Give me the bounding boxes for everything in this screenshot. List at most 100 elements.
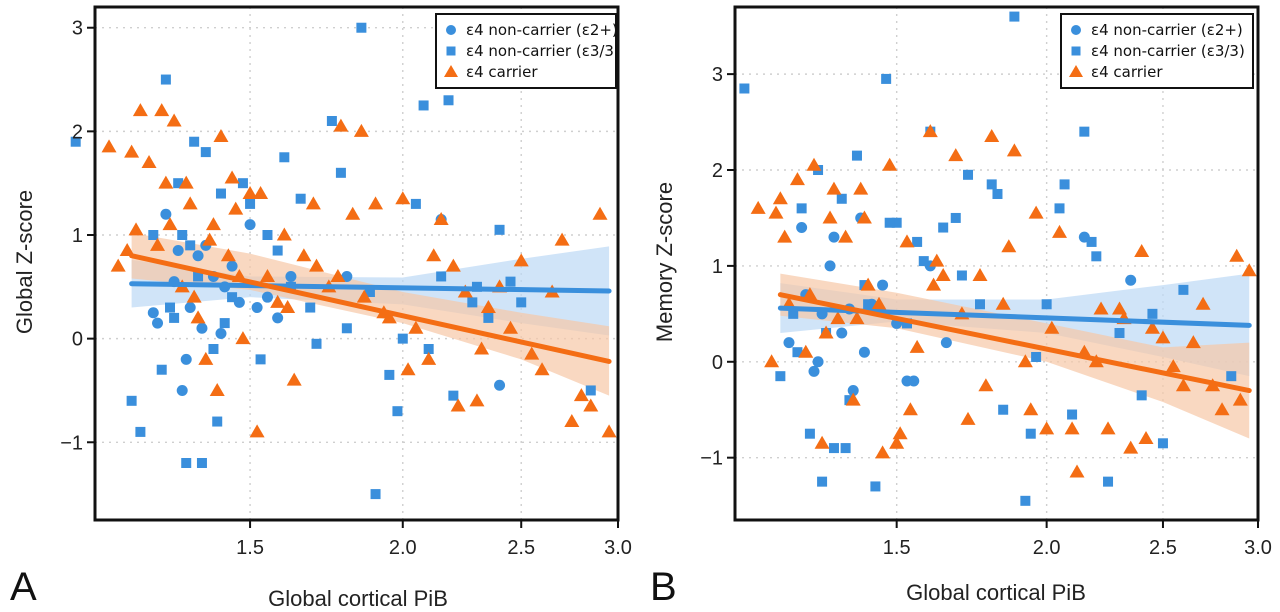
data-point-triangle [1241,263,1257,277]
data-point-square [792,347,803,358]
data-point-triangle [141,154,157,168]
data-point-triangle [935,267,951,281]
data-point-circle [783,337,795,349]
data-point-triangle [1100,421,1116,435]
data-point-triangle [1111,301,1127,315]
plot-frame [733,5,1260,522]
panel-b: 1.5 2.0 2.5 3.0 −1 0 1 2 3 Global cortical PiB Mem… [650,5,1272,609]
y-axis-title: Global Z-score [12,190,37,334]
data-point-triangle [601,424,617,438]
data-point-triangle [818,325,834,339]
confidence-band-1 [131,232,610,396]
data-point-triangle [166,113,182,127]
data-point-triangle [534,362,550,376]
data-point-triangle [554,232,570,246]
data-point-square [193,271,204,282]
data-point-triangle [224,170,240,184]
data-point-triangle [242,186,258,200]
data-point-triangle [305,196,321,210]
data-point-square [870,481,881,492]
data-point-square [1086,236,1097,247]
data-point-triangle [162,217,178,231]
data-point-triangle [871,296,887,310]
data-point-square [1031,351,1042,362]
data-point-square [739,83,750,94]
y-tick-label: 0 [712,352,723,374]
data-point-square [335,167,346,178]
y-tick-label: 2 [712,160,723,182]
legend-entry-label: ε4 non-carrier (ε3/3) [1091,42,1245,60]
data-point-triangle [892,426,908,440]
data-point-square [392,406,403,417]
data-point-square [272,245,283,256]
data-point-square [189,136,200,147]
fit-line-1 [777,292,1252,394]
data-point-square [863,299,874,310]
data-point-square [1136,390,1147,401]
legend-box [435,13,617,89]
data-point-triangle [353,123,369,137]
legend-marker-triangle [444,65,458,77]
data-point-triangle [110,258,126,272]
data-point-triangle [1138,430,1154,444]
data-point-circle [796,222,808,234]
y-tick-label: −1 [60,432,83,454]
data-point-triangle [209,382,225,396]
data-point-triangle [182,196,198,210]
data-point-triangle [186,289,202,303]
data-point-triangle [750,200,766,214]
data-point-triangle [1185,335,1201,349]
data-point-circle [251,302,263,314]
data-point-square [397,333,408,344]
data-point-square [881,73,892,84]
data-point-triangle [368,196,384,210]
data-point-square [516,297,527,308]
panel-a: 1.5 2.0 2.5 3.0 −1 0 1 2 3 Global cortical PiB Glo… [10,5,632,611]
data-point-triangle [984,128,1000,142]
data-point-triangle [480,300,496,314]
data-point-square [219,318,230,329]
panel-letter: B [650,565,677,609]
data-point-triangle [978,378,994,392]
data-point-square [200,147,211,158]
data-point-square [1079,126,1090,137]
data-point-triangle [889,435,905,449]
data-point-square [992,188,1003,199]
data-point-square [126,395,137,406]
fit-line-0 [129,281,612,294]
data-point-square [884,217,895,228]
x-tick-label: 1.5 [883,537,911,559]
data-point-square [279,152,290,163]
data-point-triangle [573,388,589,402]
data-point-triangle [583,398,599,412]
data-point-triangle [235,331,251,345]
data-point-triangle [1195,296,1211,310]
data-point-square [208,344,219,354]
x-tick-label: 2.0 [1033,537,1061,559]
data-point-square [585,385,596,396]
data-point-triangle [154,103,170,117]
data-point-triangle [345,206,361,220]
data-point-circle [494,379,506,391]
data-point-triangle [253,186,269,200]
data-point-circle [160,208,172,220]
data-point-triangle [564,414,580,428]
x-tick-label: 3.0 [1244,537,1272,559]
data-point-triangle [128,222,144,236]
data-point-triangle [276,227,292,241]
data-point-square [938,222,949,233]
data-point-triangle [296,248,312,262]
data-point-square [364,287,375,297]
legend: ε4 non-carrier (ε2+) ε4 non-carrier (ε3/3… [1060,13,1254,89]
data-point-square [370,489,381,500]
data-point-square [215,188,226,199]
data-point-triangle [198,351,214,365]
data-point-square [901,318,912,329]
data-point-circle [847,385,859,397]
data-point-triangle [899,234,915,248]
data-point-triangle [929,253,945,267]
data-point-square [851,150,862,161]
data-point-triangle [856,210,872,224]
data-point-circle [147,307,159,319]
data-point-circle [261,291,273,303]
